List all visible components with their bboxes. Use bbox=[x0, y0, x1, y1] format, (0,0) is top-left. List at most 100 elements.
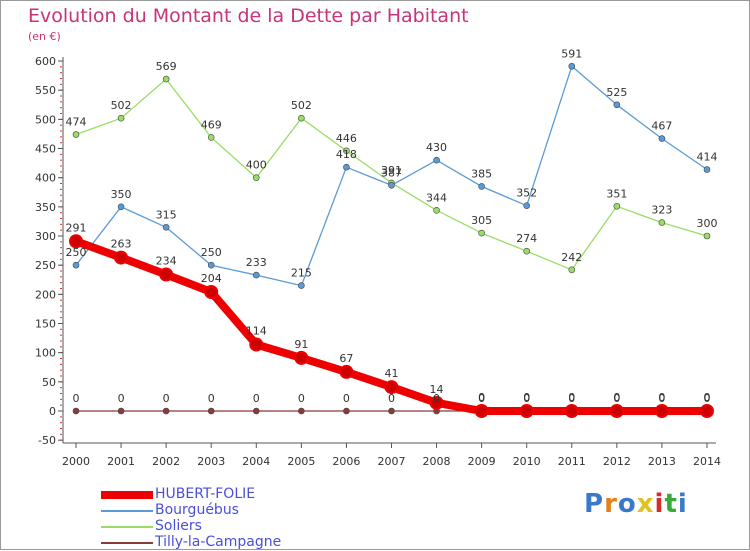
x-tick-label: 2013 bbox=[648, 455, 676, 468]
x-tick-label: 2010 bbox=[513, 455, 541, 468]
y-tick-label: 100 bbox=[35, 347, 56, 360]
data-label: 0 bbox=[118, 392, 125, 405]
x-tick-label: 2008 bbox=[423, 455, 451, 468]
data-label: 242 bbox=[561, 251, 582, 264]
data-label: 469 bbox=[201, 118, 222, 131]
proxiti-logo: Proxiti bbox=[584, 489, 688, 519]
data-label: 0 bbox=[658, 391, 665, 404]
data-point bbox=[658, 219, 666, 226]
data-point bbox=[613, 202, 621, 210]
legend-label: Tilly-la-Campagne bbox=[155, 534, 282, 550]
data-point bbox=[72, 131, 80, 138]
data-label: 418 bbox=[336, 148, 357, 161]
data-label: 0 bbox=[613, 391, 620, 404]
data-point bbox=[658, 135, 666, 142]
data-label: 0 bbox=[703, 391, 710, 404]
data-label: 414 bbox=[696, 151, 717, 164]
data-label: 0 bbox=[433, 392, 440, 405]
data-label: 0 bbox=[478, 392, 485, 405]
legend-label: HUBERT-FOLIE bbox=[155, 486, 256, 502]
data-label: 467 bbox=[651, 120, 672, 133]
x-tick-label: 2004 bbox=[242, 455, 270, 468]
x-tick-label: 2014 bbox=[693, 455, 721, 468]
data-label: 0 bbox=[523, 391, 530, 404]
data-label: 0 bbox=[703, 392, 710, 405]
data-label: 300 bbox=[696, 217, 717, 230]
data-point bbox=[609, 404, 624, 418]
data-point bbox=[252, 174, 260, 181]
data-label: 305 bbox=[471, 214, 492, 227]
y-tick-label: 150 bbox=[35, 318, 56, 331]
data-label: 352 bbox=[516, 187, 537, 200]
data-point bbox=[433, 156, 440, 164]
data-label: 502 bbox=[111, 99, 132, 112]
data-point bbox=[568, 266, 576, 274]
data-label: 0 bbox=[568, 391, 575, 404]
data-point bbox=[117, 407, 125, 415]
y-tick-label: 300 bbox=[35, 230, 56, 243]
x-tick-label: 2011 bbox=[558, 455, 586, 468]
data-point bbox=[474, 404, 489, 418]
data-label: 315 bbox=[156, 208, 177, 221]
data-label: 323 bbox=[651, 204, 672, 217]
y-tick-label: 550 bbox=[35, 84, 56, 97]
y-tick-label: 400 bbox=[35, 172, 56, 185]
data-point bbox=[339, 364, 354, 379]
data-point bbox=[249, 337, 264, 352]
data-point bbox=[117, 114, 125, 122]
data-point bbox=[478, 183, 485, 190]
data-label: 569 bbox=[156, 60, 177, 73]
data-point bbox=[523, 247, 531, 255]
chart-title: Evolution du Montant de la Dette par Hab… bbox=[28, 5, 469, 27]
data-point bbox=[388, 407, 395, 415]
x-tick-label: 2003 bbox=[197, 455, 225, 468]
legend-swatch bbox=[101, 510, 153, 512]
data-point bbox=[433, 207, 440, 214]
data-point bbox=[252, 271, 260, 279]
data-label: 204 bbox=[201, 272, 222, 285]
data-label: 0 bbox=[388, 392, 395, 405]
series-bourgu-bus bbox=[72, 62, 711, 289]
data-label: 67 bbox=[339, 352, 353, 365]
data-point bbox=[429, 395, 444, 410]
y-tick-label: 200 bbox=[35, 288, 56, 301]
data-label: 387 bbox=[381, 166, 402, 179]
data-label: 263 bbox=[111, 238, 132, 251]
data-point bbox=[613, 101, 621, 109]
data-label: 274 bbox=[516, 232, 537, 245]
data-point bbox=[298, 114, 305, 122]
data-label: 430 bbox=[426, 141, 447, 154]
data-label: 0 bbox=[298, 392, 305, 405]
x-tick-label: 2006 bbox=[332, 455, 360, 468]
data-label: 446 bbox=[336, 132, 357, 145]
data-point bbox=[162, 223, 170, 231]
data-label: 234 bbox=[156, 255, 177, 268]
data-label: 0 bbox=[658, 392, 665, 405]
data-point bbox=[69, 234, 83, 249]
data-point bbox=[207, 261, 215, 269]
data-label: 0 bbox=[613, 392, 620, 405]
data-label: 0 bbox=[208, 392, 215, 405]
axes: -50 0 50 100 150 200 250 300 350 400 450 500 550 600 2… bbox=[35, 55, 721, 468]
data-label: 0 bbox=[343, 392, 350, 405]
data-point bbox=[207, 134, 215, 141]
data-point bbox=[114, 250, 129, 265]
series-layer bbox=[69, 62, 714, 418]
y-tick-label: 250 bbox=[35, 259, 56, 272]
chart-unit: (en €) bbox=[28, 30, 61, 43]
x-tick-label: 2007 bbox=[377, 455, 405, 468]
data-point bbox=[298, 407, 305, 415]
y-tick-label: 0 bbox=[49, 405, 56, 418]
legend-label: Soliers bbox=[155, 518, 202, 534]
data-point bbox=[252, 407, 260, 415]
data-point bbox=[384, 380, 399, 395]
data-point bbox=[159, 267, 174, 282]
data-point bbox=[162, 407, 170, 415]
data-point bbox=[654, 404, 669, 418]
data-point bbox=[298, 282, 305, 289]
data-label: 350 bbox=[111, 188, 132, 201]
y-tick-label: 350 bbox=[35, 201, 56, 214]
data-point bbox=[72, 261, 80, 269]
data-point bbox=[568, 62, 576, 70]
